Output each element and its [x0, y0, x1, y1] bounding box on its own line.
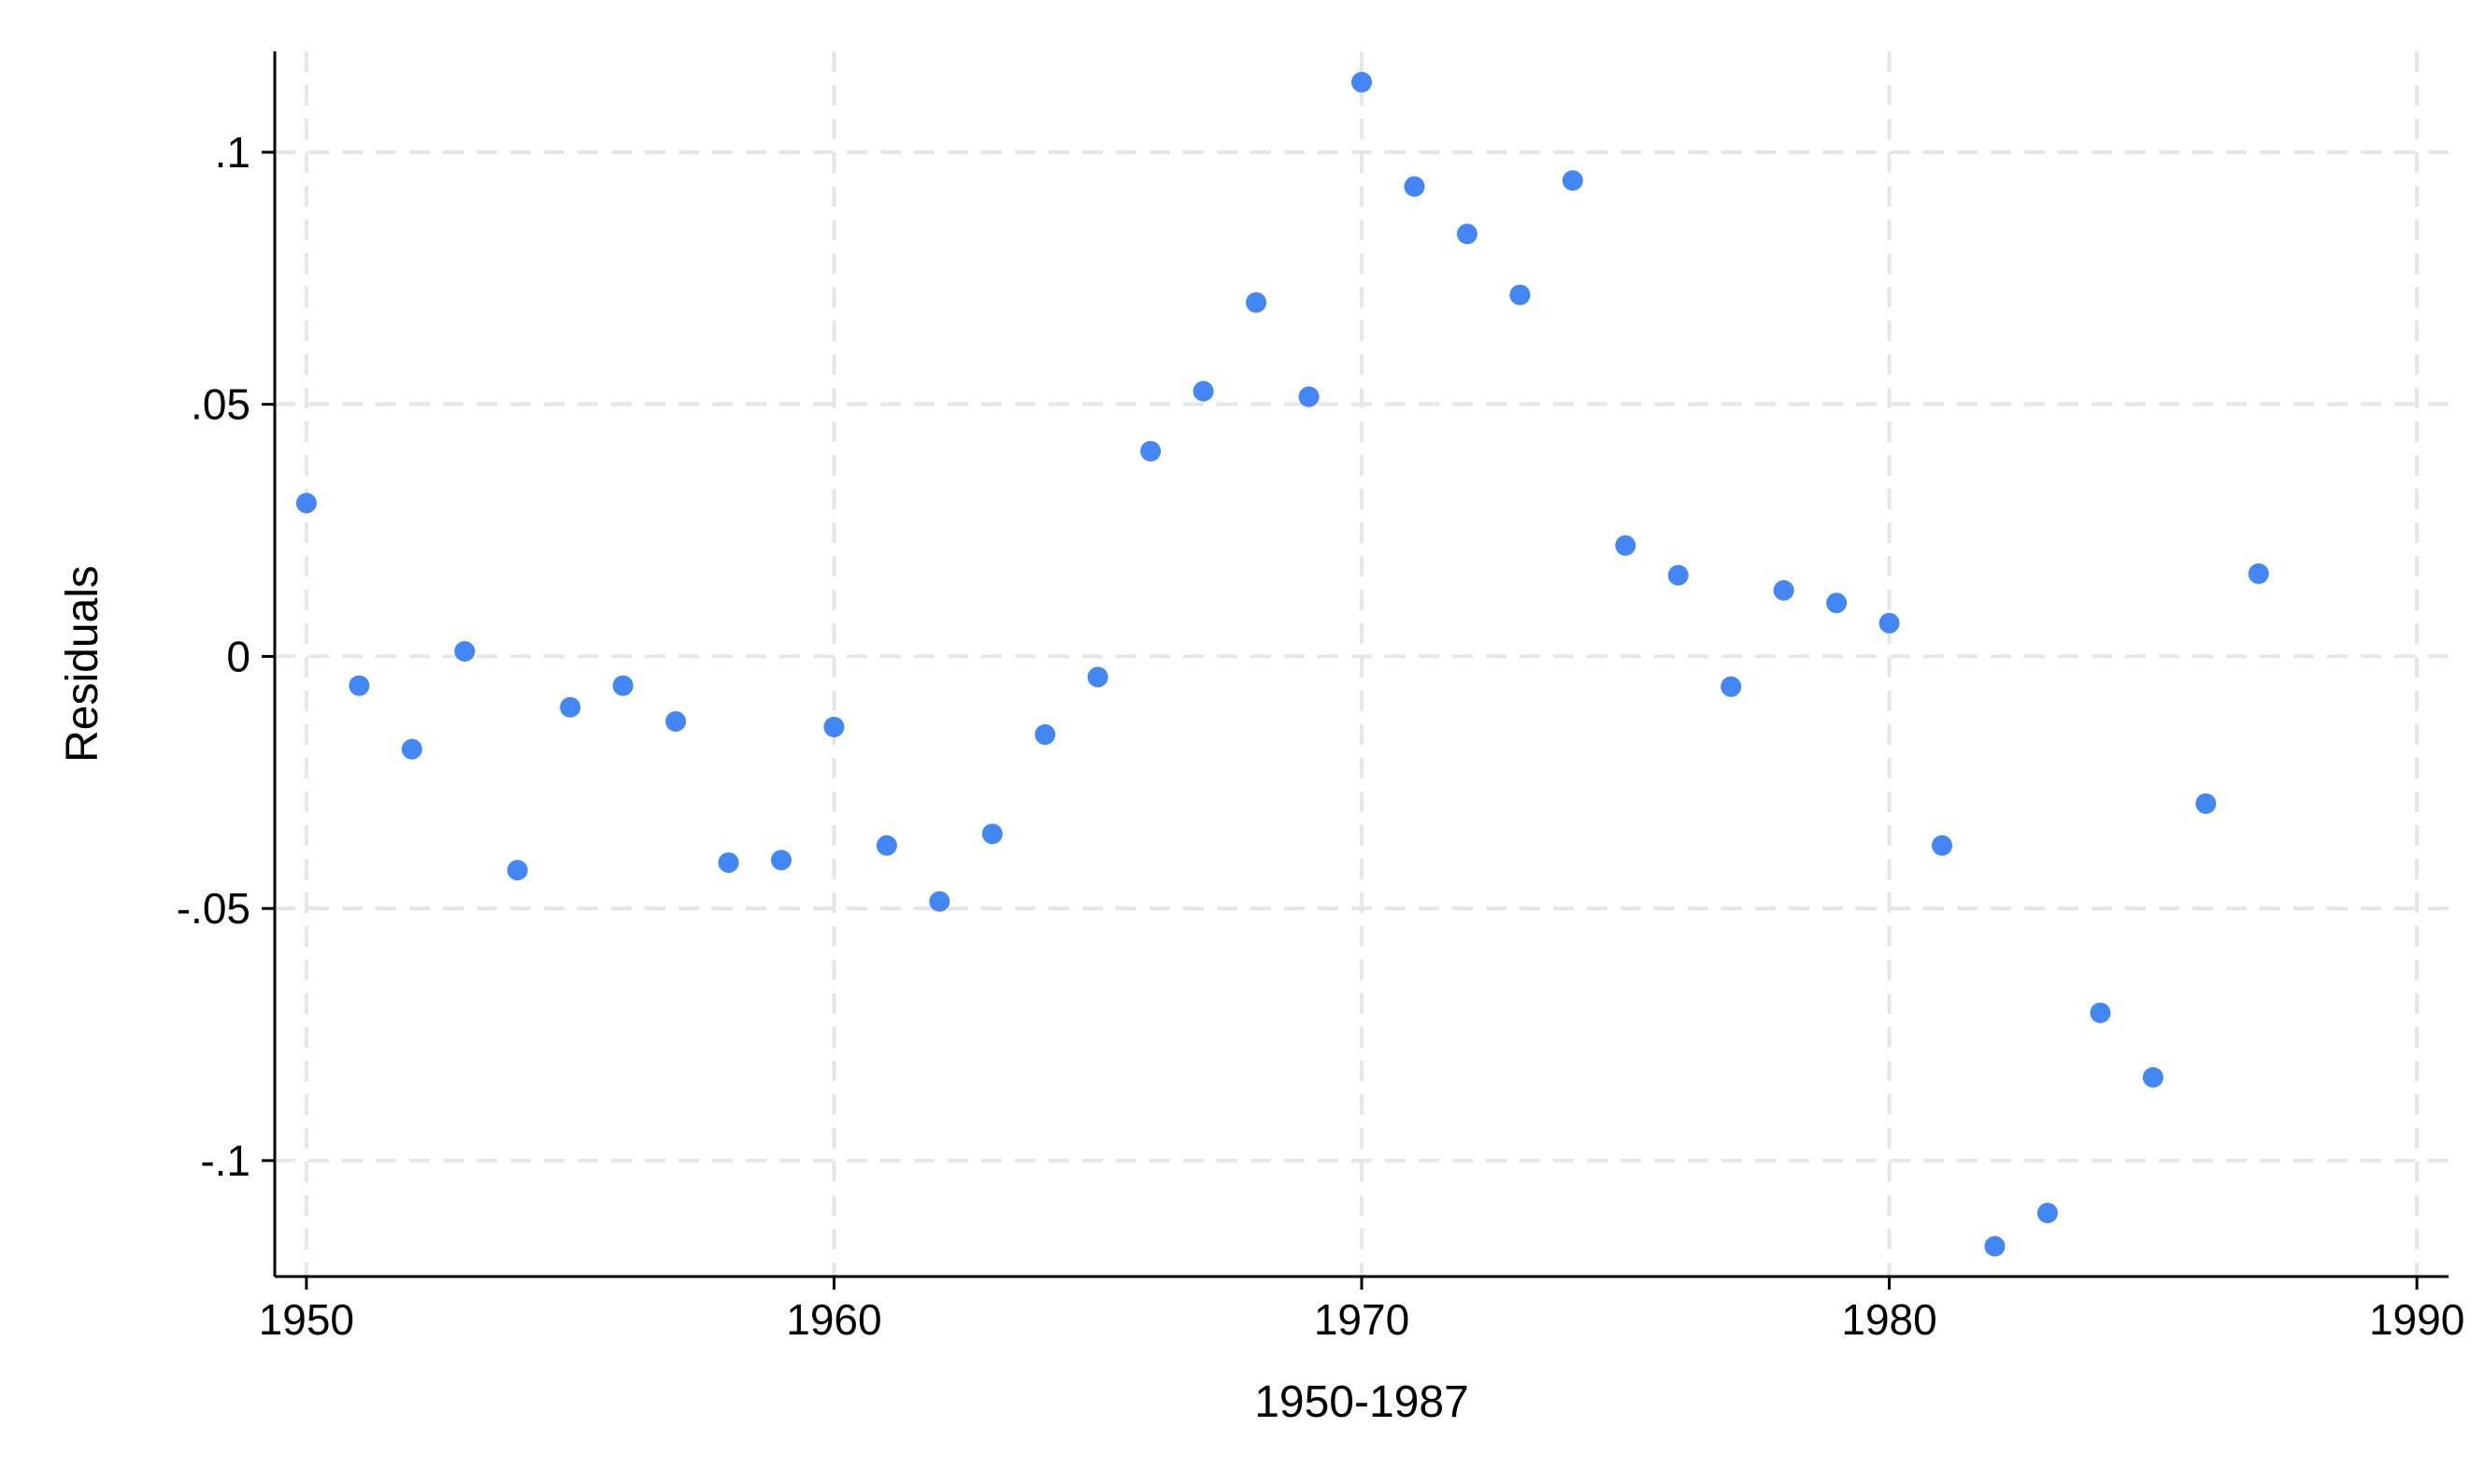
data-point	[1035, 724, 1056, 746]
data-point	[1404, 176, 1425, 197]
data-point	[454, 641, 476, 663]
data-point	[2195, 792, 2217, 814]
x-tick-label: 1950	[259, 1295, 354, 1344]
data-point	[665, 711, 687, 733]
x-tick-label: 1980	[1841, 1295, 1936, 1344]
y-tick-label: 0	[226, 632, 250, 680]
data-point	[1826, 592, 1848, 614]
data-point	[1721, 676, 1742, 697]
y-tick-label: -.1	[200, 1136, 250, 1185]
x-tick-label: 1990	[2369, 1295, 2464, 1344]
data-point	[1984, 1235, 2006, 1257]
data-point	[1351, 71, 1372, 93]
data-point	[1509, 284, 1531, 306]
data-point	[349, 675, 370, 696]
axes	[262, 51, 2449, 1290]
data-point	[929, 891, 950, 912]
data-point	[1246, 292, 1267, 313]
y-tick-label: -.05	[177, 884, 250, 933]
data-point	[823, 716, 845, 737]
data-point	[2142, 1066, 2164, 1088]
data-point	[770, 849, 792, 871]
data-point	[1667, 564, 1689, 586]
x-axis-title: 1950-1987	[1254, 1377, 1469, 1427]
data-point	[295, 492, 317, 514]
data-point	[718, 852, 739, 874]
gridlines	[275, 51, 2449, 1277]
data-point	[612, 675, 634, 696]
y-tick-label: .05	[191, 380, 250, 429]
data-points	[295, 71, 2269, 1257]
data-point	[507, 860, 528, 881]
y-axis-title: Residuals	[58, 565, 107, 763]
data-point	[876, 835, 897, 856]
data-point	[1878, 612, 1900, 634]
data-point	[2248, 563, 2269, 584]
data-point	[1615, 535, 1636, 556]
data-point	[2036, 1203, 2058, 1224]
data-point	[1773, 579, 1794, 601]
data-point	[1562, 170, 1583, 192]
data-point	[1298, 386, 1320, 407]
data-point	[1932, 835, 1953, 856]
data-point	[1140, 440, 1162, 462]
x-tick-label: 1960	[786, 1295, 881, 1344]
tick-labels: 1950 1960 1970 1980 1990 -.1 -.05 0 .05 .1	[177, 128, 2465, 1344]
data-point	[401, 738, 422, 760]
x-tick-label: 1970	[1314, 1295, 1409, 1344]
data-point	[1456, 223, 1478, 245]
data-point	[981, 823, 1003, 845]
data-point	[1193, 380, 1214, 402]
data-point	[1087, 666, 1108, 688]
data-point	[2090, 1002, 2111, 1023]
y-tick-label: .1	[215, 128, 250, 177]
data-point	[560, 696, 581, 718]
